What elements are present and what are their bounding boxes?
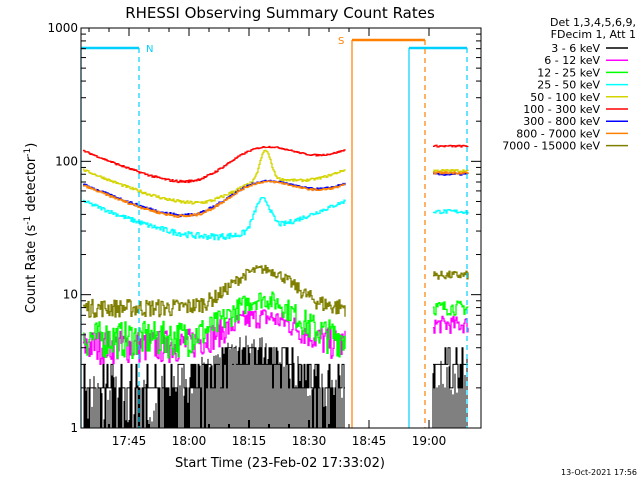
x-tick-label: 17:45 — [112, 434, 147, 448]
legend-label: 800 - 7000 keV — [516, 127, 600, 140]
legend-label: 50 - 100 keV — [530, 91, 600, 104]
y-axis-label: Count Rate (s-1 detector-1) — [23, 143, 39, 314]
annotation-n: N — [146, 44, 153, 55]
legend-label: 300 - 800 keV — [523, 115, 600, 128]
legend-header-1: Det 1,3,4,5,6,9, — [550, 16, 636, 29]
chart-title: RHESSI Observing Summary Count Rates — [125, 4, 435, 22]
series-line-25-50-keV — [83, 196, 469, 241]
legend: Det 1,3,4,5,6,9, FDecim 1, Att 1 3 - 6 k… — [502, 16, 636, 153]
y-tick-label: 100 — [55, 154, 78, 168]
y-tick-label: 1000 — [47, 21, 78, 35]
legend-label: 12 - 25 keV — [537, 66, 600, 79]
legend-label: 25 - 50 keV — [537, 79, 600, 92]
plot-frame — [80, 27, 482, 429]
x-tick-label: 18:00 — [172, 434, 207, 448]
legend-label: 3 - 6 keV — [551, 42, 600, 55]
series-line-800-7000-keV — [83, 171, 469, 218]
y-tick-label: 1 — [70, 421, 78, 435]
x-tick-label: 19:00 — [412, 434, 447, 448]
x-tick-label: 18:30 — [292, 434, 327, 448]
x-tick-label: 18:15 — [232, 434, 267, 448]
series-line-12-25-keV — [83, 291, 469, 360]
svg-text:Count Rate (s-1 detector-1): Count Rate (s-1 detector-1) — [23, 143, 39, 314]
x-tick-label: 18:45 — [352, 434, 387, 448]
series-line-100-300-keV — [83, 144, 469, 184]
y-tick-label: 10 — [63, 288, 78, 302]
series-line-300-800-keV — [83, 172, 469, 218]
series-line-50-100-keV — [83, 149, 469, 205]
y-axis-label-main: Count Rate (s — [24, 225, 39, 314]
series-line-7000-15000-keV — [83, 264, 469, 318]
y-axis-label-mid: detector — [24, 156, 39, 216]
plot-area: NS — [80, 36, 469, 428]
y-axis-label-sup1: -1 — [23, 216, 33, 225]
y-axis-label-sup2: -1 — [23, 148, 33, 157]
legend-label: 100 - 300 keV — [523, 103, 600, 116]
legend-header-2: FDecim 1, Att 1 — [551, 28, 636, 41]
legend-label: 6 - 12 keV — [544, 54, 600, 67]
annotation-s: S — [338, 36, 344, 47]
y-axis-label-end: ) — [24, 143, 39, 148]
legend-label: 7000 - 15000 keV — [502, 140, 600, 153]
x-axis-label: Start Time (23-Feb-02 17:33:02) — [175, 456, 385, 471]
timestamp: 13-Oct-2021 17:56 — [561, 468, 637, 477]
axes: 17:45 18:00 18:15 18:30 18:45 19:00 1 10 100 1000 — [47, 21, 482, 448]
